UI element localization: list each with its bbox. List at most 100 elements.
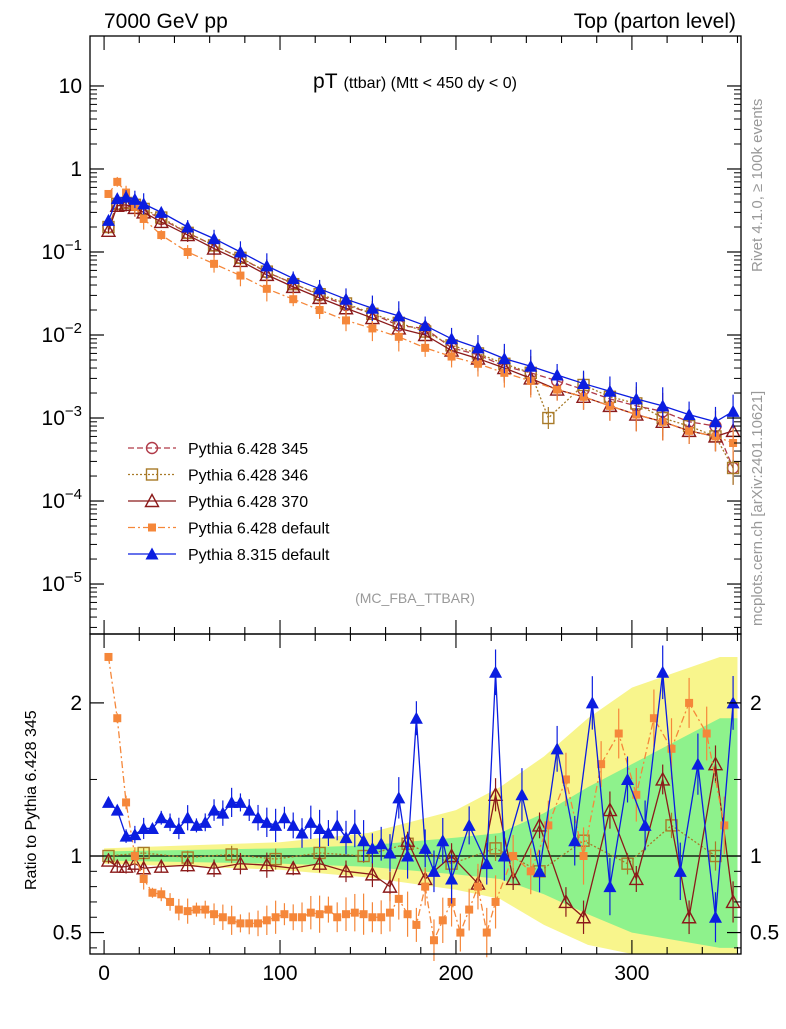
main-data-point bbox=[236, 271, 245, 280]
ratio-data-point bbox=[139, 874, 148, 883]
ratio-data-point bbox=[655, 771, 671, 786]
ratio-data-point bbox=[427, 864, 441, 877]
main-y-tick-base: 10 bbox=[42, 490, 65, 513]
main-y-tick-label: 10−2 bbox=[42, 320, 82, 347]
ratio-data-point bbox=[602, 802, 618, 817]
ratio-y-tick-label: 2 bbox=[70, 692, 82, 715]
main-data-point bbox=[342, 316, 351, 325]
ratio-data-point bbox=[198, 815, 212, 828]
main-data-point bbox=[368, 324, 377, 333]
ratio-series-line bbox=[108, 824, 716, 873]
ratio-data-point bbox=[482, 928, 491, 937]
ratio-data-point bbox=[585, 696, 599, 709]
ratio-data-point bbox=[473, 882, 482, 891]
ratio-data-point bbox=[206, 860, 222, 875]
ratio-data-point bbox=[707, 756, 724, 771]
ratio-data-point bbox=[382, 878, 398, 893]
main-y-tick-label: 10−1 bbox=[42, 237, 82, 264]
main-data-point bbox=[206, 240, 222, 255]
ratio-data-point bbox=[489, 842, 502, 855]
ratio-data-point bbox=[579, 852, 588, 861]
ratio-data-point bbox=[179, 857, 196, 872]
main-data-point bbox=[524, 359, 538, 372]
main-data-point bbox=[183, 247, 192, 256]
ratio-data-point bbox=[480, 857, 494, 870]
ratio-series-pythia-6-428-370 bbox=[100, 745, 741, 935]
main-data-point bbox=[289, 295, 298, 304]
main-data-point bbox=[104, 189, 113, 198]
main-data-point bbox=[629, 392, 643, 405]
main-series-pythia-6-428-default bbox=[104, 176, 738, 460]
ratio-data-point bbox=[649, 714, 658, 723]
ratio-data-point bbox=[720, 821, 729, 830]
ratio-data-point bbox=[339, 831, 353, 844]
ratio-y-tick-label: 0.5 bbox=[53, 922, 82, 945]
main-data-point bbox=[392, 309, 406, 322]
main-data-point bbox=[656, 399, 670, 412]
main-series-line bbox=[107, 202, 734, 469]
main-data-point bbox=[542, 411, 555, 425]
ratio-data-point bbox=[174, 905, 183, 914]
header-right-label: Top (parton level) bbox=[574, 10, 736, 33]
main-data-point bbox=[550, 368, 564, 381]
ratio-data-point bbox=[368, 913, 377, 922]
main-y-tick-base: 10 bbox=[42, 241, 65, 264]
ratio-data-point bbox=[638, 818, 652, 831]
legend-marker bbox=[148, 523, 156, 532]
main-data-point bbox=[260, 259, 274, 272]
ratio-data-point bbox=[628, 871, 644, 886]
ratio-data-point bbox=[436, 834, 450, 847]
main-y-tick-base: 10 bbox=[59, 75, 82, 98]
ratio-bands-layer bbox=[90, 656, 741, 954]
main-data-point bbox=[445, 332, 459, 345]
ratio-data-point bbox=[685, 698, 694, 707]
ratio-data-point bbox=[708, 910, 722, 923]
main-data-point bbox=[179, 227, 196, 242]
main-data-point bbox=[497, 352, 511, 365]
ratio-data-point bbox=[656, 665, 670, 678]
ratio-data-point bbox=[280, 910, 289, 919]
ratio-data-point bbox=[350, 908, 359, 917]
ratio-data-point bbox=[409, 711, 423, 724]
main-data-point bbox=[603, 384, 617, 397]
ratio-data-point bbox=[251, 811, 265, 824]
ratio-data-point bbox=[286, 818, 300, 831]
main-series-line bbox=[107, 196, 734, 423]
ratio-data-point bbox=[357, 834, 371, 847]
ratio-data-point bbox=[285, 860, 301, 875]
legend-marker bbox=[145, 547, 159, 560]
legend-marker bbox=[145, 468, 159, 481]
ratio-data-point bbox=[412, 920, 421, 929]
ratio-data-point bbox=[531, 817, 548, 832]
ratio-data-point bbox=[561, 775, 570, 784]
ratio-data-point bbox=[148, 888, 157, 897]
main-data-point bbox=[139, 214, 148, 223]
main-data-point bbox=[729, 438, 738, 447]
main-data-point bbox=[726, 404, 740, 417]
main-data-point bbox=[421, 343, 430, 352]
main-data-point bbox=[418, 319, 432, 332]
ratio-series-pythia-8-315-default bbox=[101, 645, 740, 943]
ratio-data-point bbox=[210, 910, 219, 919]
ratio-data-point bbox=[359, 910, 368, 919]
legend-label: Pythia 6.428 370 bbox=[188, 494, 308, 511]
ratio-data-point bbox=[394, 894, 403, 903]
ratio-data-point bbox=[227, 916, 236, 925]
ratio-data-point bbox=[306, 908, 315, 917]
ratio-data-point bbox=[163, 815, 177, 828]
ratio-data-point bbox=[614, 729, 623, 738]
ratio-data-point bbox=[515, 788, 529, 801]
main-y-tick-exp: −4 bbox=[65, 486, 82, 503]
ratio-y-tick-label-right: 2 bbox=[750, 692, 762, 715]
main-y-tick-label: 10−4 bbox=[42, 486, 82, 513]
ratio-data-point bbox=[558, 893, 574, 909]
ratio-data-point bbox=[456, 928, 465, 937]
main-data-point bbox=[313, 282, 327, 295]
ratio-data-point bbox=[181, 811, 195, 824]
legend-marker bbox=[144, 493, 160, 508]
ratio-y-tick-label-right: 1 bbox=[750, 845, 762, 868]
main-y-tick-exp: −3 bbox=[65, 403, 82, 420]
ratio-x-tick-label: 200 bbox=[438, 962, 473, 985]
main-data-point bbox=[153, 213, 169, 229]
